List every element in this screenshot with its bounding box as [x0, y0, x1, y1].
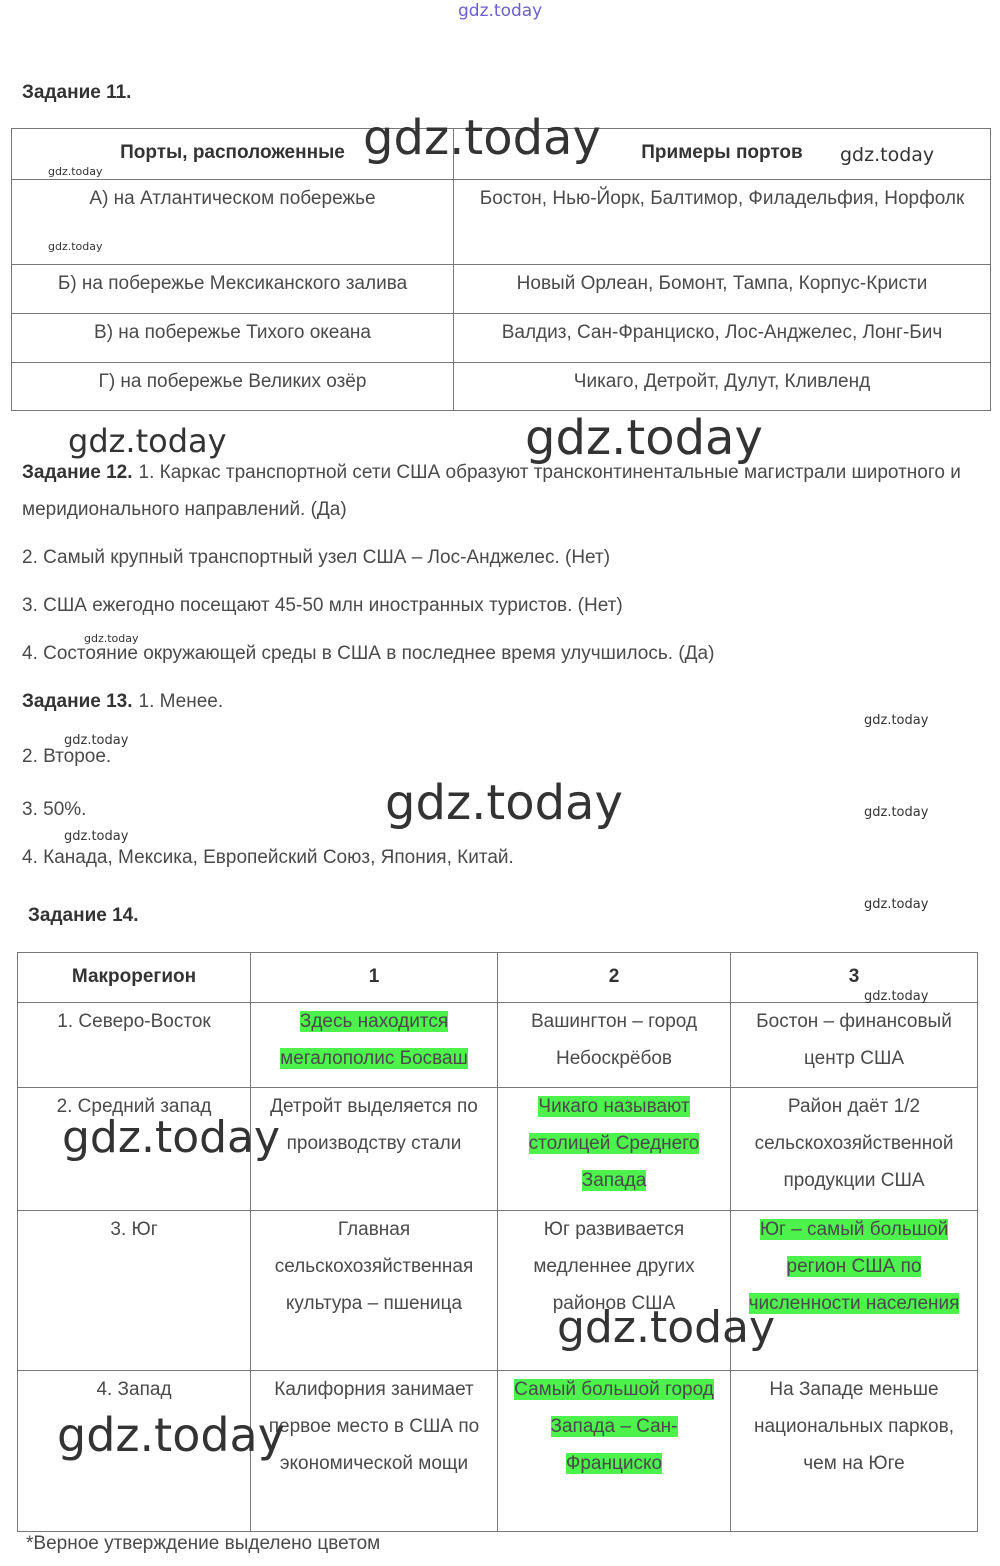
cell-text: 4. Запад [96, 1379, 172, 1400]
task-title: Задание 12. [22, 462, 133, 483]
ports-table: Порты, расположенные Примеры портов А) на … [11, 128, 991, 411]
cell-text: Главная сельскохозяйственная культура – … [274, 1219, 474, 1314]
answer-text: 4. Канада, Мексика, Европейский Союз, Яп… [22, 847, 514, 868]
table-row: 4. Запад Калифорния занимает первое место… [17, 1370, 978, 1532]
cell-text: Вашингтон – город Небоскрёбов [530, 1011, 698, 1069]
cell-text: Калифорния занимает первое место в США п… [268, 1379, 480, 1474]
table-cell: Валдиз, Сан-Франциско, Лос-Анджелес, Лон… [453, 313, 991, 363]
table-row: 2. Средний запад Детройт выделяется по пр… [17, 1087, 978, 1211]
table-cell: Бостон, Нью-Йорк, Балтимор, Филадельфия,… [453, 179, 991, 265]
table-row: 1. Северо-Восток Здесь находится мегалопо… [17, 1002, 978, 1088]
answer-line: 2. Самый крупный транспортный узел США –… [22, 539, 982, 576]
answer-line: Задание 12. 1. Каркас транспортной сети С… [22, 454, 982, 528]
answer-text: 2. Самый крупный транспортный узел США –… [22, 547, 611, 568]
table-row: В) на побережье Тихого океана Валдиз, Сан… [11, 313, 991, 363]
footnote: *Верное утверждение выделено цветом [26, 1533, 381, 1554]
cell-text: Район даёт 1/2 сельскохозяйственной прод… [754, 1096, 954, 1191]
watermark: gdz.today [458, 1, 543, 21]
highlighted-text: Чикаго называют столицей Среднего Запада [528, 1096, 700, 1191]
cell-text: 2. Средний запад [56, 1096, 212, 1117]
table-cell: Здесь находится мегалополис Босваш [250, 1002, 498, 1088]
answer-text: 1. Каркас транспортной сети США образуют… [22, 462, 961, 520]
table-cell: На Западе меньше национальных парков, че… [730, 1370, 978, 1532]
table-cell: Юг – самый большой регион США по численн… [730, 1210, 978, 1371]
table-row: Г) на побережье Великих озёр Чикаго, Детр… [11, 362, 991, 411]
answer-text: 3. 50%. [22, 799, 87, 820]
table-cell: Калифорния занимает первое место в США п… [250, 1370, 498, 1532]
table-cell: А) на Атлантическом побережье [11, 179, 454, 265]
answer-line: 3. США ежегодно посещают 45-50 млн иност… [22, 587, 982, 624]
answer-line: 4. Состояние окружающей среды в США в по… [22, 635, 982, 672]
highlighted-text: Здесь находится мегалополис Босваш [280, 1011, 468, 1069]
answer-text: 3. США ежегодно посещают 45-50 млн иност… [22, 595, 623, 616]
table-cell: 3. Юг [17, 1210, 251, 1371]
table-cell: Г) на побережье Великих озёр [11, 362, 454, 411]
table-cell: Самый большой город Запада – Сан-Францис… [497, 1370, 731, 1532]
answer-text: 4. Состояние окружающей среды в США в по… [22, 643, 715, 664]
task-title: Задание 13. [22, 691, 133, 712]
answer-line: 3. 50%. [22, 791, 982, 828]
answer-line: 2. Второе. [22, 738, 982, 775]
cell-text: На Западе меньше национальных парков, че… [754, 1379, 954, 1474]
cell-text: Детройт выделяется по производству стали [270, 1096, 478, 1154]
regions-table: Макрорегион 1 2 3 1. Северо-Восток Здесь нахо… [17, 952, 978, 1532]
table-row: 3. Юг Главная сельскохозяйственная культу… [17, 1210, 978, 1371]
table-cell: Бостон – финансовый центр США [730, 1002, 978, 1088]
answer-line: 4. Канада, Мексика, Европейский Союз, Яп… [22, 839, 982, 876]
answer-line: Задание 13. 1. Менее. [22, 683, 982, 720]
table-cell: Юг развивается медленнее других районов … [497, 1210, 731, 1371]
cell-text: 1. Северо-Восток [57, 1011, 211, 1032]
cell-text: Юг развивается медленнее других районов … [533, 1219, 695, 1314]
cell-text: 3. Юг [110, 1219, 158, 1240]
answer-text: 1. Менее. [138, 691, 224, 712]
table-cell: Детройт выделяется по производству стали [250, 1087, 498, 1211]
task-title: Задание 14. [28, 905, 139, 926]
table-cell: 2. Средний запад [17, 1087, 251, 1211]
table-cell: 4. Запад [17, 1370, 251, 1532]
table-cell: Главная сельскохозяйственная культура – … [250, 1210, 498, 1371]
table-cell: Вашингтон – город Небоскрёбов [497, 1002, 731, 1088]
highlighted-text: Самый большой город Запада – Сан-Францис… [514, 1379, 714, 1474]
header-cell: Примеры портов [453, 128, 991, 180]
highlighted-text: Юг – самый большой регион США по численн… [748, 1219, 960, 1314]
table-cell: Новый Орлеан, Бомонт, Тампа, Корпус-Крис… [453, 264, 991, 314]
table-cell: 1. Северо-Восток [17, 1002, 251, 1088]
table-cell: Чикаго, Детройт, Дулут, Кливленд [453, 362, 991, 411]
header-cell: 2 [497, 952, 731, 1003]
table-cell: В) на побережье Тихого океана [11, 313, 454, 363]
header-cell: 3 [730, 952, 978, 1003]
table-cell: Б) на побережье Мексиканского залива [11, 264, 454, 314]
header-row: Порты, расположенные Примеры портов [11, 128, 991, 180]
answer-text: 2. Второе. [22, 746, 112, 767]
table-row: Б) на побережье Мексиканского залива Новы… [11, 264, 991, 314]
table-row: А) на Атлантическом побережье Бостон, Нью… [11, 179, 991, 265]
table-cell: Чикаго называют столицей Среднего Запада [497, 1087, 731, 1211]
task-title: Задание 11. [22, 82, 132, 103]
header-cell: 1 [250, 952, 498, 1003]
table-cell: Район даёт 1/2 сельскохозяйственной прод… [730, 1087, 978, 1211]
header-cell: Порты, расположенные [11, 128, 454, 180]
cell-text: Бостон – финансовый центр США [756, 1011, 952, 1069]
watermark: gdz.today [864, 897, 929, 912]
header-cell: Макрорегион [17, 952, 251, 1003]
header-row: Макрорегион 1 2 3 [17, 952, 978, 1003]
